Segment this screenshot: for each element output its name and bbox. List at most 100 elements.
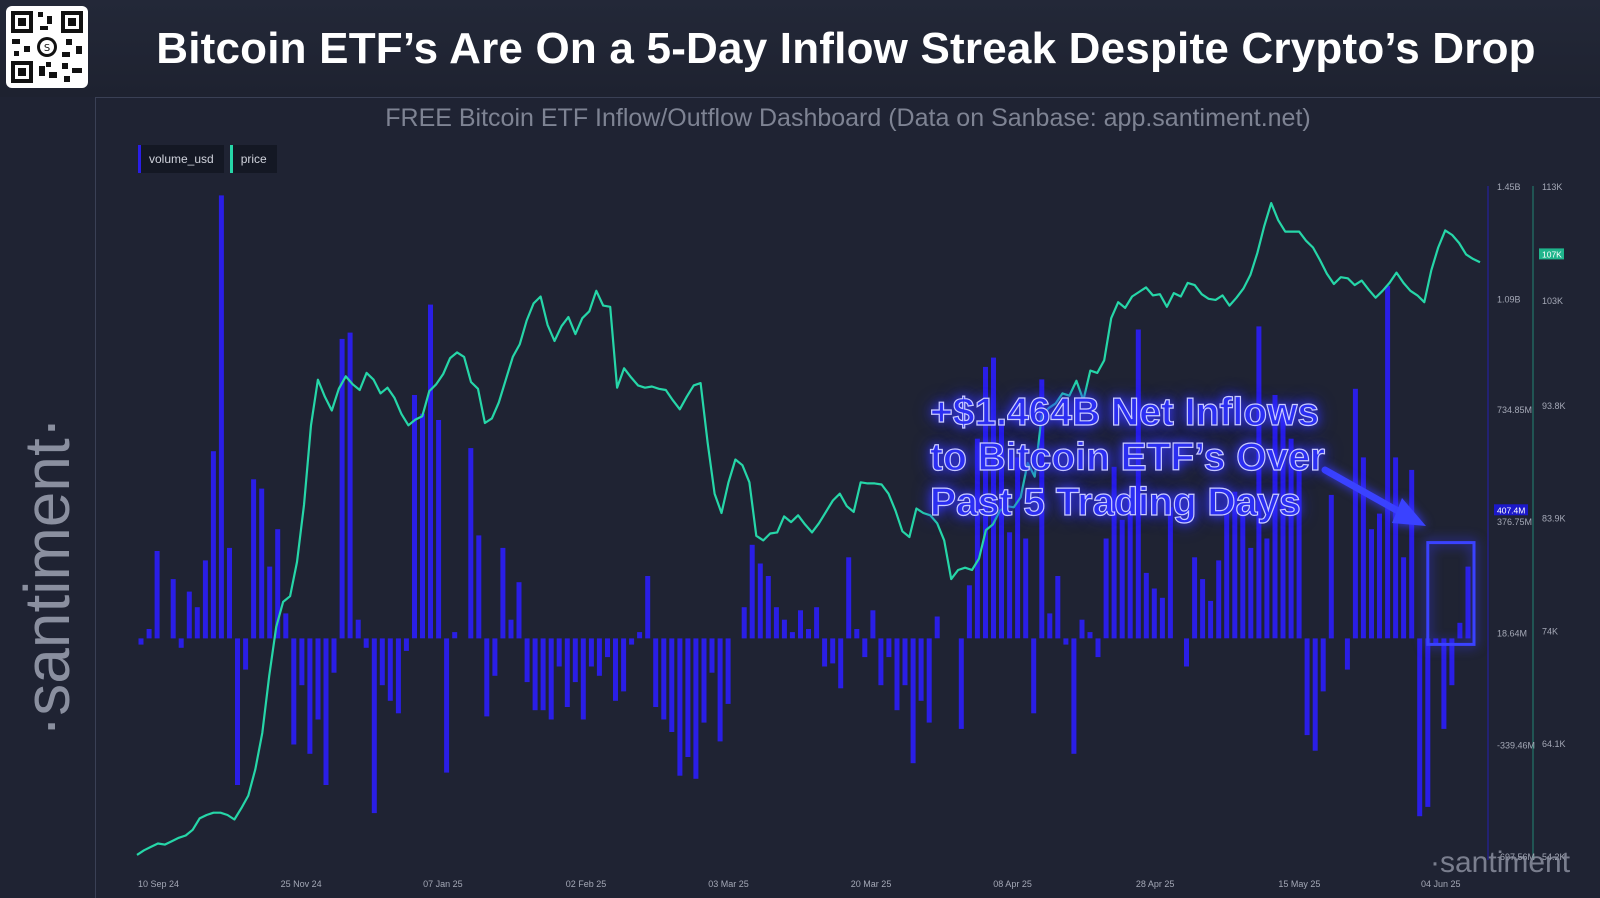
volume-bar [983,366,988,639]
volume-bar [468,448,474,639]
volume-bar [1393,457,1399,639]
volume-bar [789,632,795,639]
volume-bar [227,547,232,639]
volume-bar [757,563,763,639]
volume-bar [476,535,482,639]
volume-bar [403,638,409,651]
volume-bar [371,638,377,814]
volume-bar [275,529,281,639]
volume-bar [323,638,329,785]
legend-price[interactable]: price [229,145,277,173]
volume-bar [1232,491,1238,639]
volume-bar [685,638,691,757]
volume-bar [243,638,249,670]
volume-bar [613,638,618,701]
volume-bar [154,551,160,639]
volume-bar [412,395,417,639]
volume-bar [1127,498,1133,639]
volume-bar [1369,529,1374,639]
volume-bar [773,607,779,639]
volume-bar [540,638,546,711]
legend-volume-usd[interactable]: volume_usd [138,145,224,173]
volume-current-badge [1494,504,1528,516]
x-tick-label: 03 Mar 25 [708,879,749,889]
volume-bar [428,304,433,639]
volume-bar [1087,632,1093,639]
volume-bar [709,638,715,673]
volume-bar [1159,597,1165,639]
x-tick-label: 20 Mar 25 [851,879,892,889]
price-line [136,202,1481,856]
volume-bar [588,638,594,667]
volume-bar [387,638,393,701]
x-tick-label: 28 Apr 25 [1136,879,1175,889]
volume-bar [645,576,651,639]
header: S Bitcoin ETF’s Are On a 5-Day Inflow St… [0,0,1600,98]
volume-bar [331,638,337,673]
volume-bar [444,638,450,773]
x-tick-label: 08 Apr 25 [993,879,1032,889]
volume-bar [186,591,192,639]
volume-bar [315,638,321,720]
volume-bar [991,357,996,639]
volume-bar [1264,538,1270,639]
price-tick-label: 113K [1542,182,1562,192]
volume-bar [701,638,707,723]
sidebar: ·santiment· [0,97,96,898]
volume-bar [717,638,723,742]
volume-tick-label: -697.56M [1497,852,1535,862]
volume-bar [516,582,522,639]
volume-bar [886,638,892,658]
volume-bar [1360,457,1366,639]
volume-tick-label: 376.75M [1497,517,1532,527]
volume-bar [524,638,530,683]
price-current-label: 107K [1542,249,1562,259]
volume-bar [1192,557,1198,639]
volume-bar [170,579,176,639]
volume-bar [379,638,385,686]
volume-bar [966,585,972,639]
volume-bar [492,638,498,676]
volume-bar [1409,469,1415,639]
volume-bar [307,638,313,754]
volume-bar [854,629,860,639]
volume-tick-label: 1.45B [1497,182,1521,192]
qr-code-icon: S [11,11,83,83]
volume-bar [1200,579,1206,639]
volume-bar [1055,576,1061,639]
volume-bar [749,544,755,639]
chart-legend: volume_usd price [138,145,277,173]
volume-bar [1433,638,1439,645]
volume-tick-label: 18.64M [1497,629,1527,639]
volume-bar [830,638,836,664]
volume-bar [902,638,908,686]
volume-bar [894,638,900,711]
volume-bar [347,332,353,639]
x-tick-label: 07 Jan 25 [423,879,463,889]
net-inflows-annotation: +$1.464B Net Inflows to Bitcoin ETF’s Ov… [929,390,1370,525]
volume-bar [1119,519,1125,639]
volume-bar [1184,638,1189,667]
volume-bar [291,638,297,745]
volume-bar [596,638,602,676]
volume-bar [822,638,828,667]
volume-bar [452,632,458,639]
volume-bar [637,632,643,639]
volume-bar [283,613,289,639]
volume-bar [934,616,940,639]
volume-bar [629,638,635,645]
volume-bar [1224,507,1230,639]
volume-bar [910,638,916,764]
price-tick-label: 54.2K [1542,852,1566,862]
volume-bar [1079,619,1085,639]
volume-bar [878,638,884,686]
volume-bar [1063,638,1069,645]
volume-bar [725,638,731,704]
qr-code[interactable]: S [6,6,88,88]
volume-bar [814,607,820,639]
volume-bar [1328,494,1334,639]
volume-bar [605,638,610,658]
volume-bar [1352,388,1358,639]
x-tick-label: 02 Feb 25 [566,879,607,889]
